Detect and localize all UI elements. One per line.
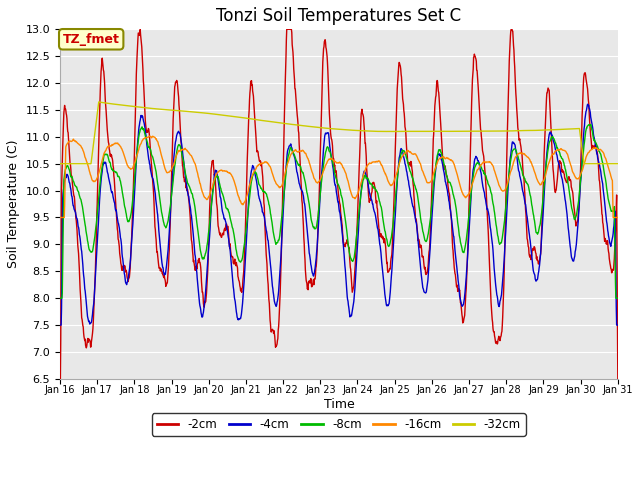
Title: Tonzi Soil Temperatures Set C: Tonzi Soil Temperatures Set C (216, 7, 461, 25)
Legend: -2cm, -4cm, -8cm, -16cm, -32cm: -2cm, -4cm, -8cm, -16cm, -32cm (152, 413, 525, 436)
Y-axis label: Soil Temperature (C): Soil Temperature (C) (7, 140, 20, 268)
X-axis label: Time: Time (323, 398, 355, 411)
Text: TZ_fmet: TZ_fmet (63, 33, 120, 46)
